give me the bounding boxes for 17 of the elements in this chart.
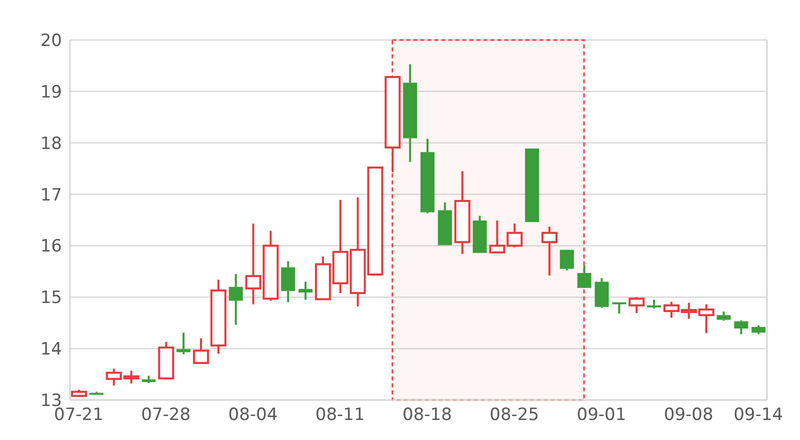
y-tick-label: 20: [40, 31, 62, 52]
candlestick: [541, 226, 558, 277]
x-tick-label: 09-14: [734, 405, 783, 426]
y-tick-label: 15: [40, 288, 62, 308]
x-tick-label: 08-25: [490, 405, 540, 426]
x-tick-label: 07-28: [141, 405, 191, 426]
y-tick-label: 16: [40, 236, 62, 257]
x-tick-label: 08-11: [315, 405, 365, 426]
x-tick-label: 09-08: [664, 405, 714, 426]
y-tick-label: 17: [40, 185, 62, 206]
y-tick-label: 19: [40, 82, 62, 102]
x-tick-label: 08-04: [228, 405, 278, 426]
candlestick: [454, 170, 470, 255]
y-tick-label: 18: [40, 134, 62, 154]
x-tick-label: 08-18: [402, 405, 452, 426]
y-tick-label: 14: [40, 340, 62, 360]
x-tick-label: 09-01: [576, 405, 626, 426]
